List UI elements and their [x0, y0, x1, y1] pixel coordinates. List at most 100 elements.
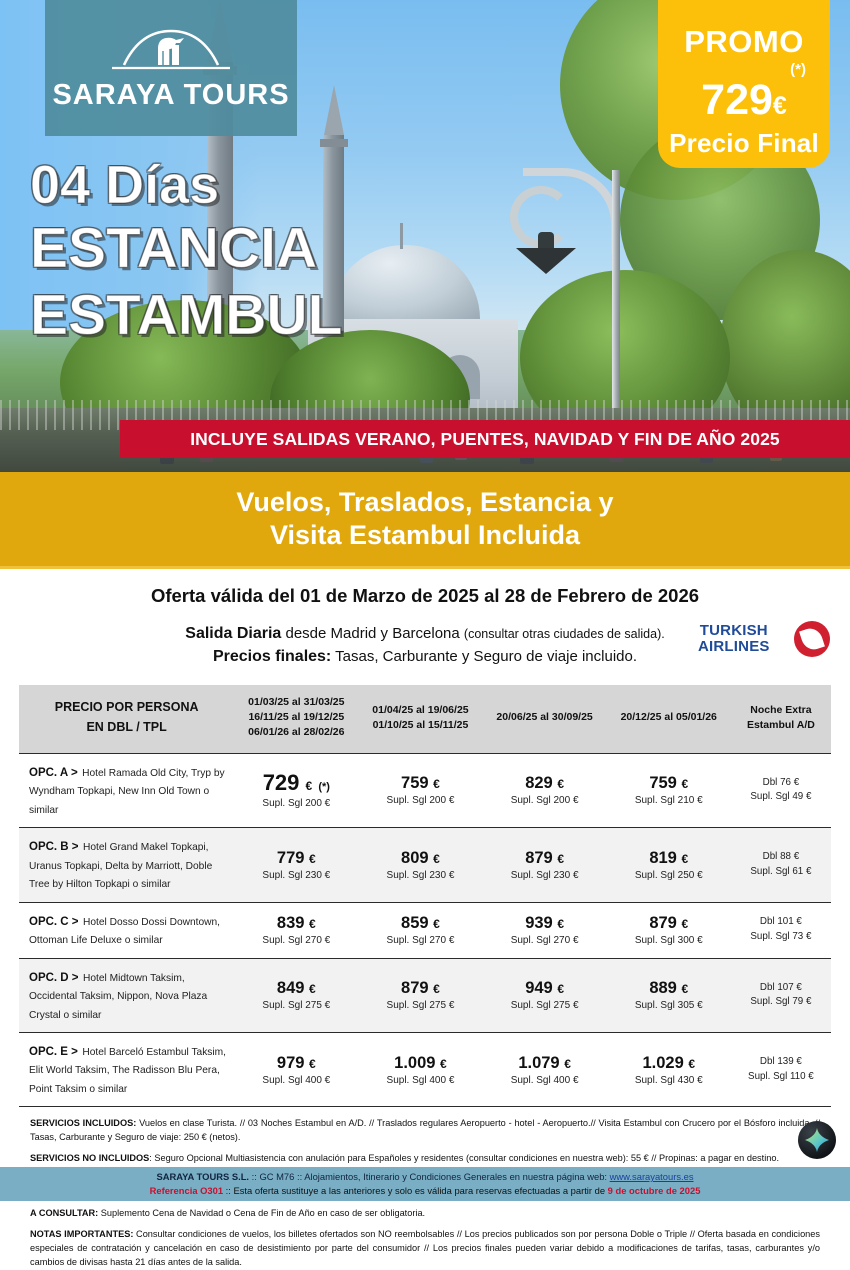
promo-currency: €: [772, 92, 787, 120]
hotel-names: Hotel Ramada Old City, Tryp by Wyndham T…: [29, 767, 225, 816]
headline-estambul: ESTAMBUL: [29, 283, 343, 347]
price-value: 879 €: [649, 913, 689, 932]
airline-line-2: AIRLINES: [698, 637, 770, 655]
fine-print-paragraph: A CONSULTAR: Suplemento Cena de Navidad …: [30, 1207, 820, 1221]
footer-line-1-rest: :: GC M76 :: Alojamientos, Itinerario y …: [249, 1171, 610, 1182]
mosque-dome: [330, 245, 480, 323]
price-cell: 1.009 € Supl. Sgl 400 €: [358, 1032, 482, 1106]
price-value: 1.029 €: [642, 1053, 696, 1072]
price-currency: €: [433, 916, 440, 931]
extra-night-supl: Supl. Sgl 79 €: [750, 996, 812, 1008]
single-supplement: Supl. Sgl 275 €: [262, 1000, 331, 1012]
single-supplement: Supl. Sgl 230 €: [262, 869, 331, 881]
turkish-airlines-bird-icon: [794, 621, 830, 657]
price-table-head: PRECIO POR PERSONA EN DBL / TPL 01/03/25…: [19, 685, 831, 754]
brand-name: SARAYA TOURS: [52, 78, 290, 111]
option-code: OPC. A >: [29, 766, 78, 779]
airline-line-1: TURKISH: [699, 622, 768, 639]
single-supplement: Supl. Sgl 200 €: [510, 795, 579, 807]
hotel-option-cell: OPC. D > Hotel Midtown Taksim, Occidenta…: [19, 958, 234, 1032]
extra-night-dbl: Dbl 76 €: [762, 776, 800, 788]
hotel-option-cell: OPC. C > Hotel Dosso Dossi Downtown, Ott…: [19, 902, 234, 958]
price-cell: 1.079 € Supl. Sgl 400 €: [483, 1032, 607, 1106]
price-currency: €: [564, 1056, 571, 1071]
price-cell: 809 € Supl. Sgl 230 €: [358, 828, 482, 902]
departure-line: Salida Diaria desde Madrid y Barcelona (…: [0, 625, 850, 643]
price-value: 759 €: [401, 774, 440, 793]
extra-night-cell: Dbl 76 € Supl. Sgl 49 €: [731, 753, 831, 827]
headline-estancia: ESTANCIA: [29, 216, 318, 280]
extra-night-supl: Supl. Sgl 49 €: [750, 791, 812, 803]
promo-badge[interactable]: PROMO (*) 729€ Precio Final: [658, 0, 830, 168]
price-currency: €: [681, 916, 689, 931]
price-value: 879 €: [401, 979, 440, 998]
table-header-row: PRECIO POR PERSONA EN DBL / TPL 01/03/25…: [19, 685, 831, 754]
departure-bold: Salida Diaria: [185, 625, 282, 642]
price-currency: €: [309, 982, 316, 997]
extra-night-dbl: Dbl 101 €: [759, 916, 802, 928]
fine-print-label: NOTAS IMPORTANTES:: [30, 1229, 134, 1240]
price-cell: 939 € Supl. Sgl 270 €: [483, 902, 607, 958]
footer-website-link[interactable]: www.sarayatours.es: [609, 1171, 694, 1182]
price-value: 879 €: [525, 848, 564, 867]
airline-text: TURKISH AIRLINES: [698, 623, 770, 655]
offer-info: Oferta válida del 01 de Marzo de 2025 al…: [0, 569, 850, 677]
option-code: OPC. D >: [29, 971, 79, 984]
single-supplement: Supl. Sgl 305 €: [634, 1000, 703, 1012]
price-cell: 839 € Supl. Sgl 270 €: [234, 902, 358, 958]
extra-night-cell: Dbl 107 € Supl. Sgl 79 €: [731, 958, 831, 1032]
header-extra-night: Noche Extra Estambul A/D: [730, 685, 831, 754]
footer-reference: Referencia O301: [149, 1185, 224, 1197]
price-value: 889 €: [649, 979, 689, 998]
brand-logo-box[interactable]: SARAYA TOURS: [45, 0, 297, 136]
price-cell: 879 € Supl. Sgl 275 €: [358, 958, 482, 1032]
extra-night-dbl: Dbl 107 €: [759, 981, 802, 993]
promo-ribbon: INCLUYE SALIDAS VERANO, PUENTES, NAVIDAD…: [120, 420, 850, 458]
price-currency: €: [681, 777, 689, 792]
extra-night-dbl: Dbl 88 €: [762, 851, 800, 863]
single-supplement: Supl. Sgl 400 €: [262, 1074, 331, 1086]
single-supplement: Supl. Sgl 400 €: [386, 1074, 455, 1086]
price-value: 859 €: [401, 913, 440, 932]
fine-print-paragraph: NOTAS IMPORTANTES: Consultar condiciones…: [30, 1228, 820, 1269]
prices-rest: Tasas, Carburante y Seguro de viaje incl…: [331, 648, 638, 665]
price-value: 829 €: [525, 774, 564, 793]
footer-company: SARAYA TOURS S.L.: [156, 1171, 250, 1182]
price-value: 949 €: [525, 979, 564, 998]
includes-band: Vuelos, Traslados, Estancia y Visita Est…: [0, 472, 850, 569]
single-supplement: Supl. Sgl 230 €: [510, 869, 579, 881]
single-supplement: Supl. Sgl 270 €: [262, 935, 331, 947]
footer-line-2-rest: :: Esta oferta sustituye a las anteriore…: [223, 1185, 608, 1197]
minaret-short: [319, 85, 348, 343]
sparkle-icon[interactable]: [798, 1121, 836, 1159]
departure-rest: desde Madrid y Barcelona: [281, 625, 464, 642]
prices-bold: Precios finales:: [212, 648, 332, 665]
price-cell: 759 € Supl. Sgl 200 €: [358, 753, 482, 827]
fine-print-label: A CONSULTAR:: [30, 1208, 99, 1219]
promo-final-label: Precio Final: [669, 128, 819, 158]
period-2-date-2: 01/10/25 al 15/11/25: [372, 718, 469, 731]
header-period-1: 01/03/25 al 31/03/25 16/11/25 al 19/12/2…: [234, 685, 359, 754]
price-currency: €: [305, 779, 313, 794]
table-row: OPC. A > Hotel Ramada Old City, Tryp by …: [19, 753, 831, 827]
footer-line-1: SARAYA TOURS S.L. :: GC M76 :: Alojamien…: [0, 1170, 850, 1184]
ribbon-text: INCLUYE SALIDAS VERANO, PUENTES, NAVIDAD…: [190, 428, 780, 449]
minaret-spire-short: [323, 85, 344, 135]
price-cell: 759 € Supl. Sgl 210 €: [607, 753, 731, 827]
footer-line-2: Referencia O301 :: Esta oferta sustituye…: [0, 1184, 850, 1198]
extra-night-supl: Supl. Sgl 110 €: [748, 1070, 814, 1082]
price-cell: 879 € Supl. Sgl 300 €: [607, 902, 731, 958]
price-cell: 779 € Supl. Sgl 230 €: [234, 828, 358, 902]
promo-price: 729€: [658, 79, 830, 122]
extra-night-line-2: Estambul A/D: [746, 718, 815, 731]
period-3-date-1: 20/06/25 al 30/09/25: [496, 711, 593, 724]
extra-night-line-1: Noche Extra: [750, 703, 812, 716]
price-cell: 1.029 € Supl. Sgl 430 €: [607, 1032, 731, 1106]
price-cell: 819 € Supl. Sgl 250 €: [607, 828, 731, 902]
prices-line: Precios finales: Tasas, Carburante y Seg…: [0, 648, 850, 666]
sparkle-star-icon: [805, 1128, 829, 1152]
period-1-date-2: 16/11/25 al 19/12/25: [248, 711, 345, 724]
single-supplement: Supl. Sgl 300 €: [634, 935, 703, 947]
single-supplement: Supl. Sgl 250 €: [634, 869, 703, 881]
period-2-date-1: 01/04/25 al 19/06/25: [372, 703, 469, 716]
